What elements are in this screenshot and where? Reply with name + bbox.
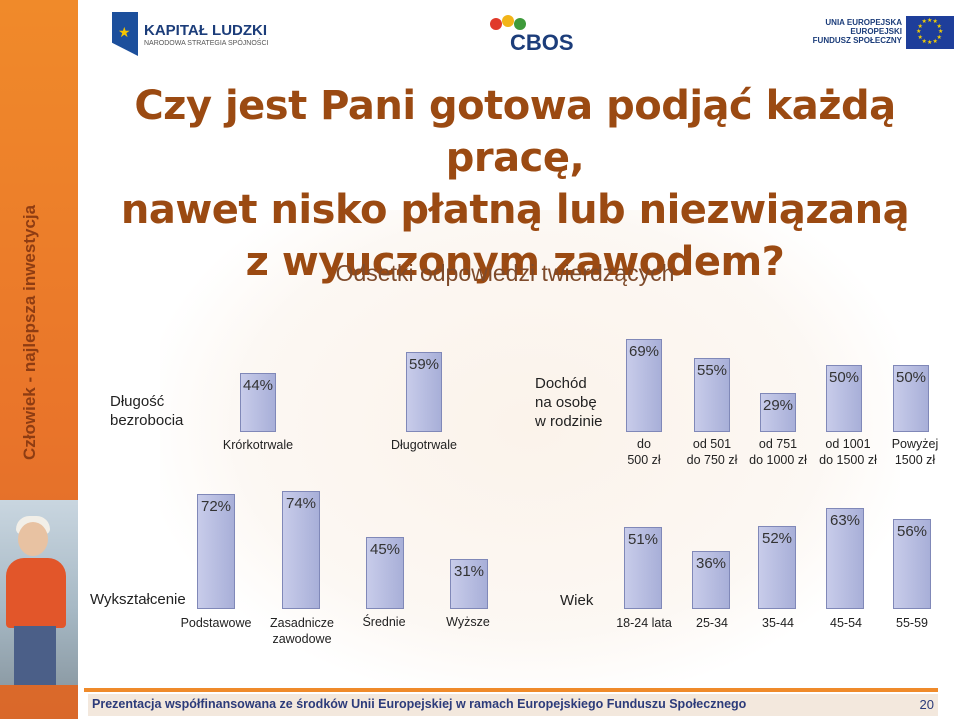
- category-label: do 500 zł: [627, 437, 661, 467]
- sidebar: Człowiek - najlepsza inwestycja: [0, 0, 78, 719]
- category-label: Podstawowe: [180, 616, 252, 630]
- footer-text: Prezentacja współfinansowana ze środków …: [92, 697, 747, 711]
- person-photo: [0, 500, 78, 685]
- eu-star-icon: ★: [917, 34, 923, 41]
- bar-value-label: 72%: [200, 497, 232, 515]
- bar-value-label: 36%: [695, 555, 727, 573]
- bar: [240, 372, 276, 432]
- bar: [760, 392, 796, 432]
- bar-value-label: 29%: [762, 396, 794, 414]
- eu-logo-text: UNIA EUROPEJSKA EUROPEJSKI FUNDUSZ SPOŁE…: [812, 18, 902, 45]
- person-head: [18, 522, 48, 556]
- header: ★ KAPITAŁ LUDZKI NARODOWA STRATEGIA SPÓJ…: [78, 0, 960, 68]
- map-background: [160, 210, 900, 690]
- bar-value-label: 50%: [828, 368, 860, 386]
- bar-value-label: 31%: [453, 563, 485, 581]
- eu-flag-icon: ★ ★ ★ ★ ★ ★ ★ ★ ★ ★ ★ ★: [906, 16, 954, 49]
- bar: [406, 352, 442, 432]
- bar: [826, 364, 862, 432]
- eu-star-icon: ★: [938, 29, 944, 35]
- eu-star-icon: ★: [921, 38, 927, 45]
- bar: [893, 364, 929, 432]
- person-legs: [14, 626, 56, 685]
- bar: [626, 338, 662, 432]
- star-icon: ★: [118, 24, 131, 40]
- bar: [826, 508, 864, 609]
- bar: [893, 519, 931, 609]
- person-body: [6, 558, 66, 628]
- eu-star-icon: ★: [932, 19, 938, 26]
- bar-value-label: 55%: [696, 361, 728, 379]
- eu-star-icon: ★: [932, 38, 938, 45]
- bar-value-label: 59%: [408, 356, 440, 374]
- group-label: Dochód na osobę w rodzinie: [535, 375, 603, 430]
- bar: [692, 551, 730, 609]
- category-label: Długotrwale: [390, 438, 457, 452]
- kapital-ludzki-subtitle: NARODOWA STRATEGIA SPÓJNOŚCI: [144, 40, 269, 47]
- cbos-logo-text: CBOS: [510, 30, 574, 55]
- kapital-ludzki-title: KAPITAŁ LUDZKI: [144, 22, 268, 39]
- category-label: od 751 do 1000 zł: [749, 437, 807, 467]
- footer-accent-bar: [84, 688, 938, 692]
- category-label: 18-24 lata: [616, 616, 672, 630]
- eu-star-icon: ★: [921, 19, 927, 26]
- bar-value-label: 52%: [761, 529, 793, 547]
- group-label: Wykształcenie: [90, 591, 186, 608]
- category-label: 55-59: [896, 616, 928, 630]
- category-label: 35-44: [762, 616, 794, 630]
- bar-value-label: 74%: [285, 494, 317, 512]
- category-label: Krórkotrwale: [222, 438, 294, 452]
- eu-star-icon: ★: [927, 18, 933, 24]
- eu-star-icon: ★: [936, 23, 942, 30]
- eu-star-icon: ★: [916, 29, 922, 35]
- bar-value-label: 51%: [627, 531, 659, 549]
- bar-value-label: 50%: [895, 368, 927, 386]
- eu-star-icon: ★: [917, 23, 923, 30]
- bar-value-label: 69%: [628, 342, 660, 360]
- category-label: 45-54: [830, 616, 862, 630]
- category-label: Powyżej 1500 zł: [891, 437, 939, 467]
- category-label: Wyższe: [446, 615, 490, 629]
- category-label: Zasadnicze zawodowe: [270, 616, 334, 646]
- eu-star-icon: ★: [927, 40, 933, 46]
- category-label: od 501 do 750 zł: [686, 437, 738, 467]
- eu-star-icon: ★: [936, 34, 942, 41]
- category-label: 25-34: [696, 616, 728, 630]
- bar: [282, 490, 320, 609]
- bar: [197, 493, 235, 609]
- bar-value-label: 63%: [829, 512, 861, 530]
- group-label: Wiek: [560, 592, 594, 609]
- bar-value-label: 45%: [369, 541, 401, 558]
- bar-value-label: 56%: [896, 523, 928, 541]
- category-label: od 1001 do 1500 zł: [819, 437, 877, 467]
- chart-title: Czy jest Pani gotowa podjąć każdą pracę,…: [120, 83, 910, 285]
- chart-subtitle: Odsetki odpowiedzi twierdzących: [335, 260, 675, 286]
- bar: [758, 525, 796, 609]
- bar-value-label: 44%: [242, 376, 274, 394]
- bar: [694, 357, 730, 432]
- group-label: Długość bezrobocia: [110, 393, 184, 429]
- cbos-logo-icon: [490, 15, 526, 30]
- page-number: 20: [919, 697, 934, 712]
- bar: [450, 559, 488, 609]
- footer: Prezentacja współfinansowana ze środków …: [88, 694, 938, 716]
- bar: [366, 537, 404, 609]
- category-label: Średnie: [362, 615, 406, 629]
- bar: [624, 527, 662, 609]
- side-slogan: Człowiek - najlepsza inwestycja: [20, 204, 39, 460]
